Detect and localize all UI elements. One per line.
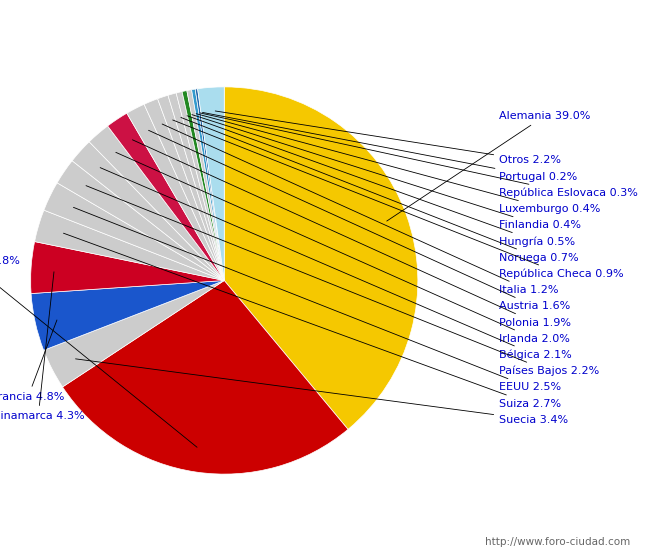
Wedge shape <box>182 91 224 280</box>
Text: Sóller - Turistas extranjeros según país - Abril de 2024: Sóller - Turistas extranjeros según país… <box>91 14 559 31</box>
Text: Hungría 0.5%: Hungría 0.5% <box>187 116 575 247</box>
Wedge shape <box>198 87 224 280</box>
Wedge shape <box>187 90 224 280</box>
Wedge shape <box>89 126 224 280</box>
Text: Noruega 0.7%: Noruega 0.7% <box>181 118 578 263</box>
Text: Austria 1.6%: Austria 1.6% <box>149 130 571 311</box>
Text: Luxemburgo 0.4%: Luxemburgo 0.4% <box>196 114 601 214</box>
Wedge shape <box>168 93 224 280</box>
Text: Dinamarca 4.3%: Dinamarca 4.3% <box>0 272 84 421</box>
Text: Países Bajos 2.2%: Países Bajos 2.2% <box>86 186 599 377</box>
Wedge shape <box>144 99 224 280</box>
Wedge shape <box>195 89 224 280</box>
Text: Polonia 1.9%: Polonia 1.9% <box>133 140 571 328</box>
Wedge shape <box>224 87 418 430</box>
Text: Otros 2.2%: Otros 2.2% <box>215 111 561 166</box>
Wedge shape <box>176 91 224 280</box>
Text: Portugal 0.2%: Portugal 0.2% <box>202 112 577 182</box>
Text: Suecia 3.4%: Suecia 3.4% <box>75 359 568 425</box>
Wedge shape <box>108 113 224 280</box>
Text: EEUU 2.5%: EEUU 2.5% <box>73 207 562 393</box>
Wedge shape <box>34 210 224 280</box>
Wedge shape <box>57 161 224 280</box>
Text: República Eslovaca 0.3%: República Eslovaca 0.3% <box>200 113 638 198</box>
Wedge shape <box>31 241 224 294</box>
Text: http://www.foro-ciudad.com: http://www.foro-ciudad.com <box>486 537 630 547</box>
Text: Finlandia 0.4%: Finlandia 0.4% <box>192 114 581 230</box>
Wedge shape <box>31 280 224 350</box>
Wedge shape <box>72 142 224 280</box>
Text: Italia 1.2%: Italia 1.2% <box>162 124 558 295</box>
Wedge shape <box>157 95 224 280</box>
Text: República Checa 0.9%: República Checa 0.9% <box>173 120 624 279</box>
Text: Francia 4.8%: Francia 4.8% <box>0 320 64 402</box>
Text: Bélgica 2.1%: Bélgica 2.1% <box>100 168 572 360</box>
Wedge shape <box>127 104 224 280</box>
Wedge shape <box>44 183 224 280</box>
Text: Alemania 39.0%: Alemania 39.0% <box>387 111 591 221</box>
Text: Irlanda 2.0%: Irlanda 2.0% <box>116 152 570 344</box>
Text: Reino Unido 26.8%: Reino Unido 26.8% <box>0 256 197 447</box>
Wedge shape <box>44 280 224 387</box>
Text: Suiza 2.7%: Suiza 2.7% <box>64 233 562 409</box>
Wedge shape <box>62 280 348 474</box>
Wedge shape <box>192 89 224 280</box>
